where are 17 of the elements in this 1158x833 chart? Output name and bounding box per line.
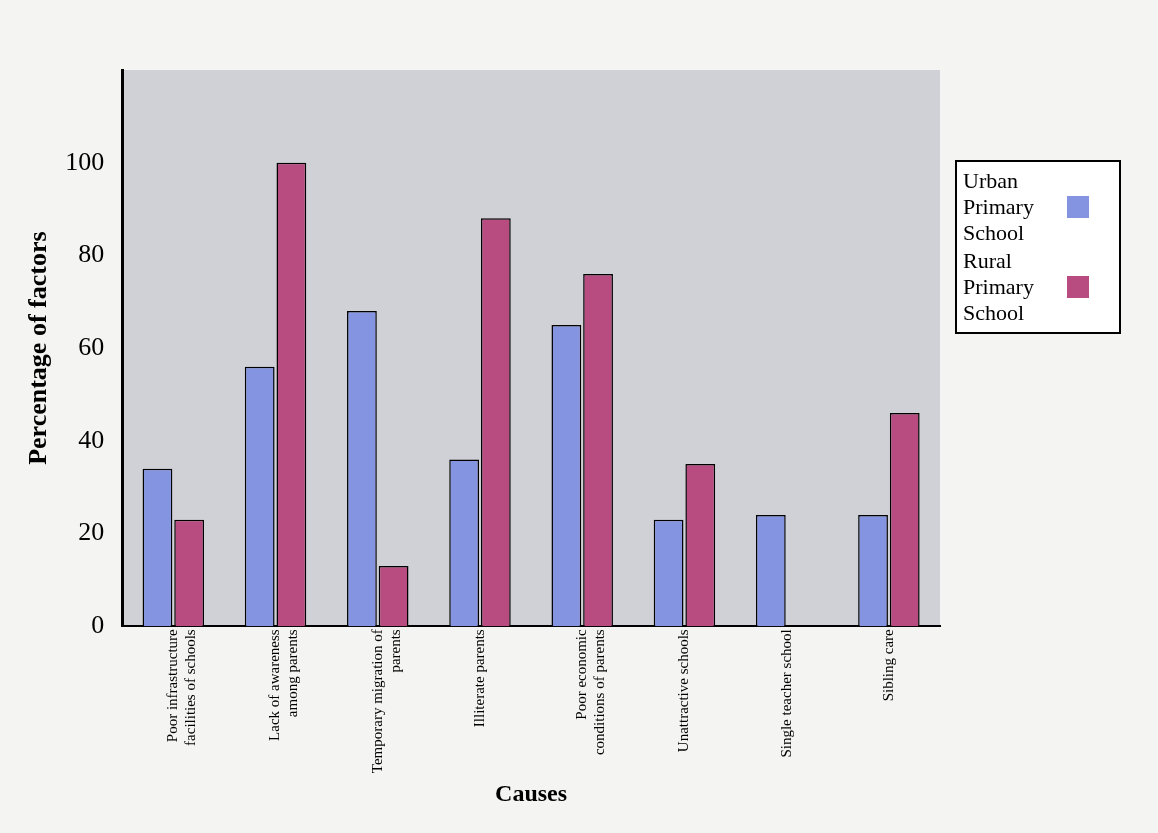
- x-tick-label: Temporary migration of parents: [368, 629, 403, 774]
- x-tick-label: Sibling care: [879, 628, 896, 702]
- x-tick-label: Illiterate parents: [470, 629, 487, 728]
- legend-label: Rural Primary School: [963, 248, 1035, 326]
- y-tick-label: 0: [91, 610, 105, 640]
- y-tick-label: 60: [78, 331, 105, 361]
- x-tick-label: Single teacher school: [777, 629, 794, 758]
- x-tick-label: Poor economic conditions of parents: [573, 628, 608, 756]
- y-tick-label: 80: [78, 239, 105, 269]
- y-tick-label: 20: [78, 517, 105, 547]
- x-tick-label: Poor infrastructure facilities of schools: [164, 628, 199, 746]
- y-tick-label: 40: [78, 424, 105, 454]
- x-tick-label: Unattractive schools: [675, 629, 692, 753]
- x-axis-title: Causes: [495, 779, 568, 806]
- y-tick-label: 100: [65, 146, 105, 176]
- legend-label: Urban Primary School: [963, 168, 1035, 246]
- y-axis-title: Percentage of factors: [23, 231, 53, 465]
